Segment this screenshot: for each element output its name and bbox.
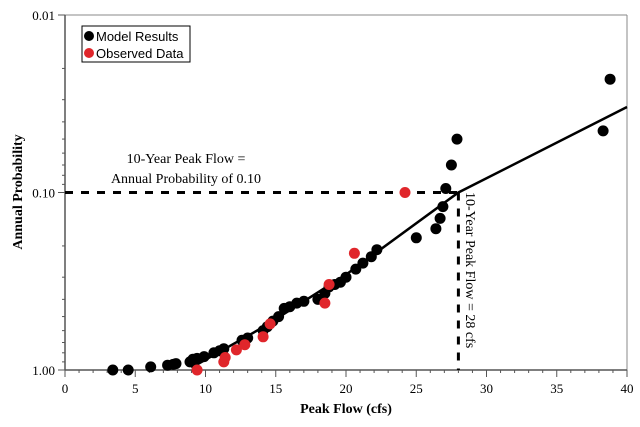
observed-point xyxy=(230,344,242,356)
model-point xyxy=(434,212,446,224)
series-model-results xyxy=(107,73,616,376)
model-point xyxy=(604,73,616,85)
model-point xyxy=(340,271,352,283)
model-point xyxy=(440,183,452,194)
model-point xyxy=(107,364,119,376)
model-point xyxy=(298,295,310,307)
legend: Model Results Observed Data xyxy=(81,25,191,63)
fit-line xyxy=(190,105,628,369)
fit-line-group xyxy=(190,105,628,369)
model-point xyxy=(445,159,457,171)
x-tick-label: 5 xyxy=(132,381,139,396)
observed-point xyxy=(191,364,203,376)
model-point xyxy=(198,351,210,363)
y-axis-title: Annual Probability xyxy=(11,134,26,249)
legend-label-observed: Observed Data xyxy=(96,46,184,61)
series-observed-data xyxy=(191,187,411,376)
y-tick-label: 0.10 xyxy=(32,186,55,201)
x-tick-label: 40 xyxy=(621,381,634,396)
model-point xyxy=(170,358,182,370)
model-point xyxy=(597,125,609,137)
x-tick-label: 30 xyxy=(480,381,493,396)
observed-point xyxy=(323,279,335,290)
observed-point xyxy=(264,318,276,330)
model-point xyxy=(122,364,134,376)
model-point xyxy=(410,232,422,244)
x-tick-label: 0 xyxy=(62,381,69,396)
model-point xyxy=(273,311,285,323)
model-point xyxy=(430,223,442,235)
model-point xyxy=(145,361,157,373)
model-point xyxy=(437,201,449,213)
observed-point xyxy=(399,187,411,198)
x-tick-label: 15 xyxy=(269,381,282,396)
y-tick-label: 0.01 xyxy=(32,8,55,23)
x-axis-title: Peak Flow (cfs) xyxy=(300,402,392,417)
observed-point xyxy=(319,297,331,309)
observed-point xyxy=(257,331,269,343)
legend-box xyxy=(81,25,191,63)
annotation-horizontal-line2: Annual Probability of 0.10 xyxy=(111,172,261,187)
model-point xyxy=(357,257,369,269)
y-tick-label: 1.00 xyxy=(32,363,55,378)
reference-lines xyxy=(65,191,460,370)
x-tick-label: 25 xyxy=(410,381,423,396)
legend-marker-model xyxy=(84,31,94,41)
observed-point xyxy=(239,339,251,351)
legend-marker-observed xyxy=(84,48,94,58)
points-group xyxy=(107,73,616,376)
x-tick-label: 10 xyxy=(199,381,212,396)
model-point xyxy=(371,244,383,256)
observed-point xyxy=(348,247,360,259)
legend-label-model: Model Results xyxy=(96,29,179,44)
annotation-vertical: 10-Year Peak Flow = 28 cfs xyxy=(462,192,477,348)
observed-point xyxy=(219,352,231,363)
model-point xyxy=(218,343,230,355)
axes: 0 5 10 15 20 25 30 35 40 0.01 0.10 1.00 xyxy=(32,8,633,396)
model-point xyxy=(451,133,463,145)
x-tick-label: 20 xyxy=(340,381,353,396)
annotation-horizontal-line1: 10-Year Peak Flow = xyxy=(127,152,246,167)
x-tick-label: 35 xyxy=(550,381,563,396)
